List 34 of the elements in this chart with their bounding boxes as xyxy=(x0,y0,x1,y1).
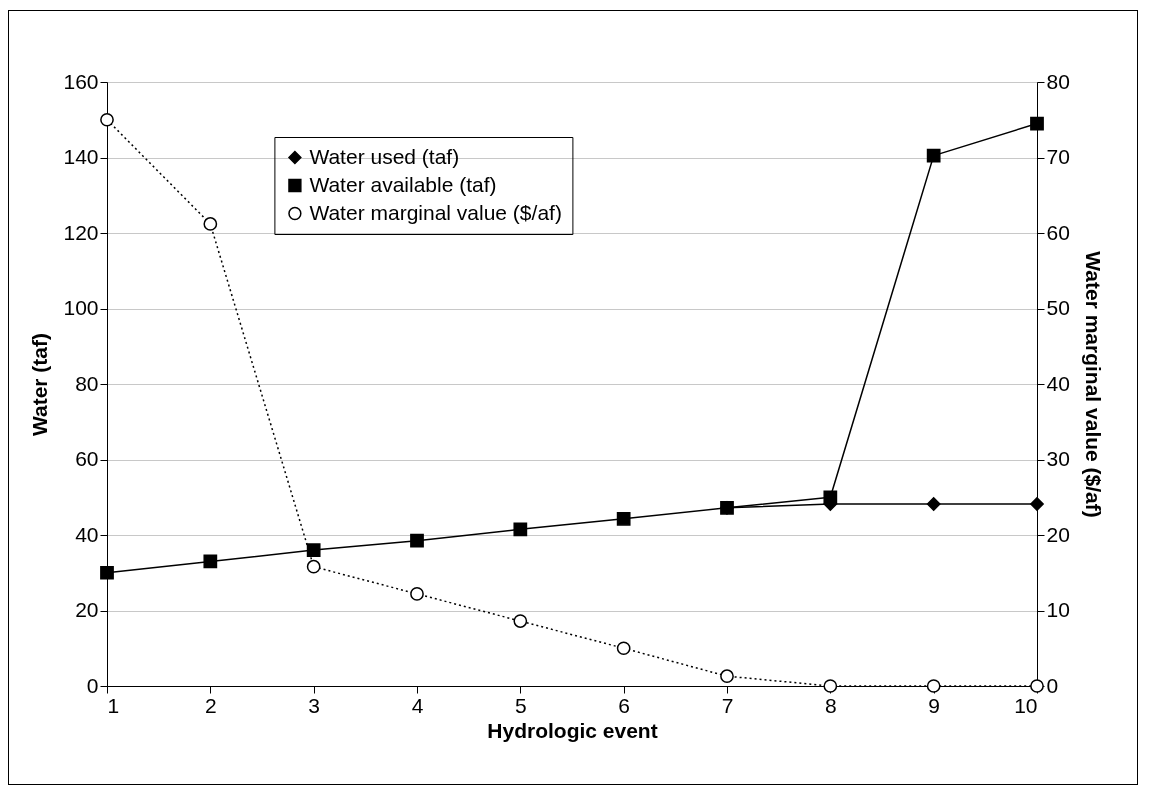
y2-tick-label: 10 xyxy=(1046,598,1070,621)
x-axis-title: Hydrologic event xyxy=(487,718,658,742)
y2-tick-label: 80 xyxy=(1046,69,1070,93)
x-tick-label: 9 xyxy=(928,693,941,717)
y-tick-label: 40 xyxy=(75,522,99,546)
y-tick-label: 20 xyxy=(75,598,99,621)
y2-tick-label: 50 xyxy=(1046,296,1070,319)
y2-tick-label: 20 xyxy=(1046,522,1070,546)
x-tick-label: 2 xyxy=(204,693,217,717)
y-tick-label: 160 xyxy=(63,69,99,93)
y-tick-label: 0 xyxy=(86,673,99,697)
y-tick-label: 140 xyxy=(63,145,99,168)
x-tick-label: 6 xyxy=(618,693,631,717)
y-tick-label: 100 xyxy=(63,296,99,319)
legend-label: Water available (taf) xyxy=(309,172,497,196)
y-tick-label: 120 xyxy=(63,220,99,244)
legend-label: Water marginal value ($/af) xyxy=(309,200,562,224)
x-tick-label: 3 xyxy=(308,693,321,717)
y-axis-title: Water (taf) xyxy=(28,332,52,437)
x-tick-label: 8 xyxy=(824,693,837,717)
y-tick-label: 60 xyxy=(75,447,99,470)
y2-tick-label: 70 xyxy=(1046,145,1070,168)
x-tick-label: 5 xyxy=(514,693,527,717)
y2-tick-label: 40 xyxy=(1046,371,1070,395)
y-tick-label: 80 xyxy=(75,371,99,395)
x-tick-label: 7 xyxy=(721,693,734,717)
x-tick-label: 4 xyxy=(411,693,424,717)
legend-label: Water used (taf) xyxy=(309,144,460,168)
y2-axis-title: Water marginal value ($/af) xyxy=(1081,251,1105,518)
x-tick-label: 1 xyxy=(107,693,120,717)
y2-tick-label: 30 xyxy=(1046,447,1070,470)
y2-tick-label: 0 xyxy=(1046,673,1059,697)
y2-tick-label: 60 xyxy=(1046,220,1070,244)
x-tick-label: 10 xyxy=(1014,693,1038,717)
